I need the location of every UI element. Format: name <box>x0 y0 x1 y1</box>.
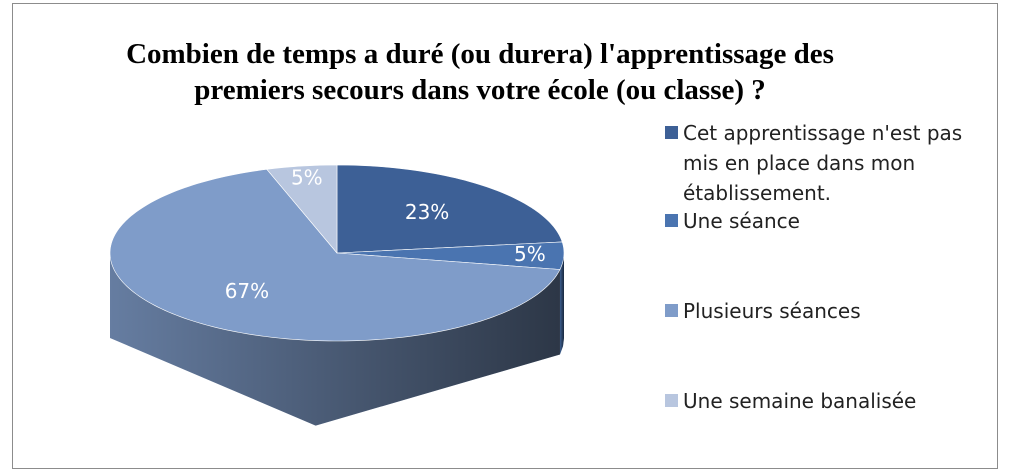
data-label: 23% <box>405 200 449 224</box>
legend-swatch <box>665 394 678 407</box>
data-label: 5% <box>291 166 323 190</box>
data-label: 5% <box>514 242 546 266</box>
chart-title: Combien de temps a duré (ou durera) l'ap… <box>126 38 834 106</box>
legend-label: Une semaine banalisée <box>683 389 917 413</box>
slice <box>336 164 563 254</box>
legend-swatch <box>665 214 678 227</box>
slice-side-shade <box>110 253 560 426</box>
slice <box>336 241 565 270</box>
legend-label: Cet apprentissage n'est pas mis en place… <box>683 121 963 205</box>
data-label: 67% <box>225 279 269 303</box>
slice-side-shade <box>559 253 564 355</box>
slice <box>266 164 338 254</box>
legend-label: Plusieurs séances <box>683 299 861 323</box>
legend-swatch <box>665 304 678 317</box>
slice <box>109 168 561 342</box>
chart-frame <box>12 3 998 469</box>
legend-swatch <box>665 126 678 139</box>
legend-label: Une séance <box>683 209 800 233</box>
